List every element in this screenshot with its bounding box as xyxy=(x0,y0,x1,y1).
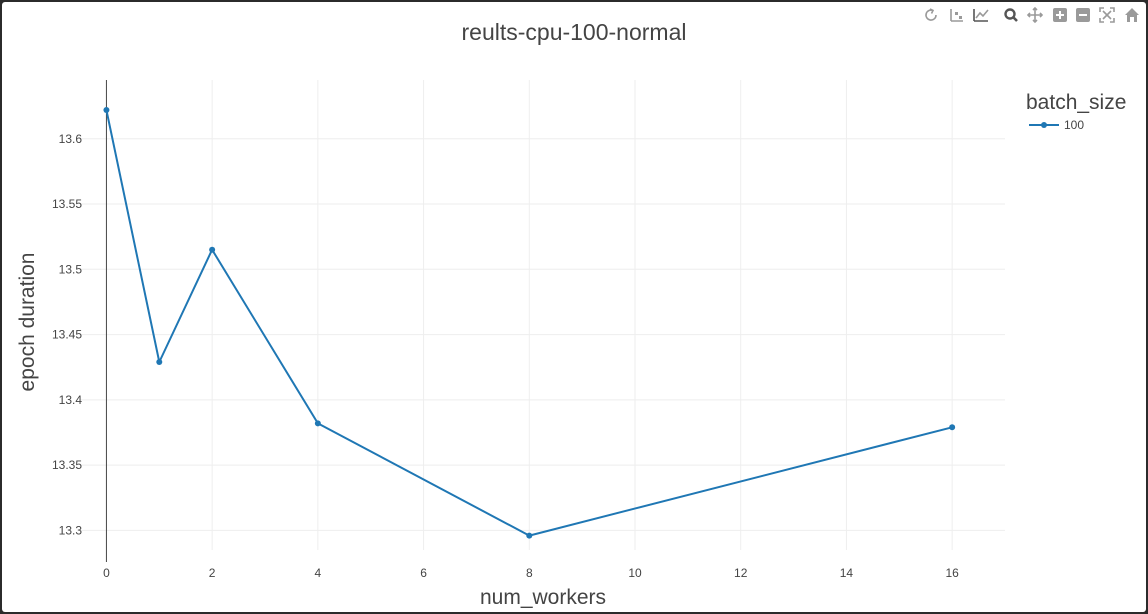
reset-icon[interactable] xyxy=(925,8,937,21)
pan-icon[interactable] xyxy=(1026,6,1044,24)
data-point[interactable] xyxy=(156,359,163,365)
y-tick-label: 13.3 xyxy=(59,523,83,537)
autoscale-icon[interactable] xyxy=(1099,7,1115,23)
x-tick-label: 14 xyxy=(840,566,854,580)
x-tick-label: 6 xyxy=(420,566,427,580)
y-tick-label: 13.45 xyxy=(52,328,82,342)
compare-hover-icon[interactable] xyxy=(950,9,963,22)
legend: batch_size 100 xyxy=(1026,91,1126,132)
legend-marker xyxy=(1041,122,1047,128)
x-tick-label: 12 xyxy=(734,566,748,580)
legend-title: batch_size xyxy=(1026,91,1126,114)
gridlines xyxy=(80,80,1005,550)
x-tick-label: 0 xyxy=(103,566,110,580)
legend-item-100[interactable]: 100 xyxy=(1029,118,1084,132)
x-tick-label: 10 xyxy=(628,566,642,580)
chart-title: reults-cpu-100-normal xyxy=(462,19,687,45)
x-tick-label: 2 xyxy=(209,566,216,580)
data-point[interactable] xyxy=(209,246,216,253)
zoom-out-icon[interactable] xyxy=(1076,8,1090,22)
series-group xyxy=(103,107,956,539)
data-point[interactable] xyxy=(103,107,110,114)
y-tick-label: 13.6 xyxy=(59,132,83,146)
legend-label: 100 xyxy=(1064,118,1084,132)
home-icon[interactable] xyxy=(1125,8,1139,22)
x-tick-label: 4 xyxy=(315,566,322,580)
series-line-100 xyxy=(105,109,953,537)
y-tick-label: 13.4 xyxy=(59,393,83,407)
zoom-in-icon[interactable] xyxy=(1053,8,1067,22)
data-point[interactable] xyxy=(314,420,321,427)
modebar xyxy=(925,6,1139,24)
y-axis-title: epoch duration xyxy=(16,253,39,392)
data-point[interactable] xyxy=(526,532,533,539)
y-tick-label: 13.35 xyxy=(52,458,82,472)
x-axis-title: num_workers xyxy=(480,586,606,609)
x-tick-label: 16 xyxy=(945,566,959,580)
spike-lines-icon[interactable] xyxy=(973,9,989,22)
y-tick-label: 13.55 xyxy=(52,197,82,211)
x-tick-label: 8 xyxy=(526,566,533,580)
x-axis-ticks: 0 2 4 6 8 10 12 14 16 xyxy=(103,566,959,580)
zoom-icon[interactable] xyxy=(1004,8,1018,22)
y-tick-label: 13.5 xyxy=(59,262,83,276)
data-point[interactable] xyxy=(949,424,956,431)
y-axis-ticks: 13.3 13.35 13.4 13.45 13.5 13.55 13.6 xyxy=(52,132,82,538)
